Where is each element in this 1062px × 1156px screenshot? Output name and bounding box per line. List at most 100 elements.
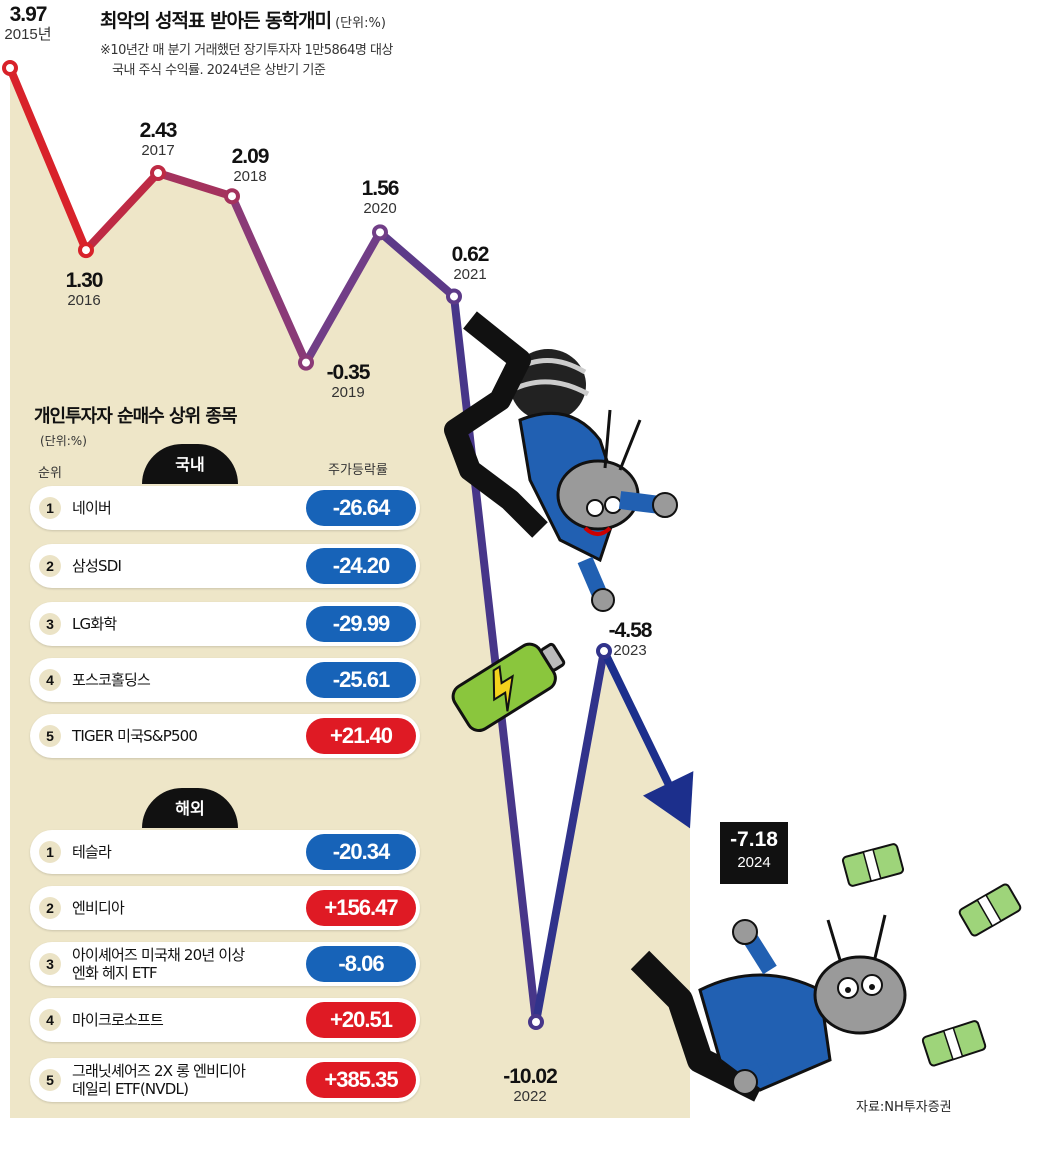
line-segment-2015년-2016 — [6, 64, 90, 255]
value-text: -0.35 — [326, 361, 371, 384]
stock-name-text: 마이크로소프트 — [72, 1011, 164, 1029]
stock-name-text: 아이셰어즈 미국채 20년 이상 엔화 헤지 ETF — [72, 946, 245, 982]
value-text: 1.30 — [65, 269, 104, 292]
value-text: 1.56 — [361, 177, 400, 200]
data-point-2019 — [298, 354, 314, 371]
data-point-2015년 — [2, 60, 18, 76]
value-text: -10.02 — [503, 1065, 558, 1088]
value-label-2017: 2.43 2017 — [113, 120, 203, 160]
chart-note: ※10년간 매 분기 거래했던 장기투자자 1만5864명 대상 국내 주식 수… — [100, 41, 393, 81]
data-point-2017 — [150, 165, 166, 182]
overseas-row-5: 5 그래닛셰어즈 2X 롱 엔비디아 데일리 ETF(NVDL) +385.35 — [30, 1058, 420, 1102]
value-text: 2.09 — [231, 145, 270, 168]
rank-badge: 2 — [39, 897, 61, 919]
stock-name-text: 테슬라 — [72, 843, 112, 861]
value-label-2018: 2.09 2018 — [205, 146, 295, 186]
rank-badge: 2 — [39, 555, 61, 577]
value-label-2019: -0.35 2019 — [303, 362, 393, 402]
rank-badge: 1 — [39, 841, 61, 863]
stock-name: 아이셰어즈 미국채 20년 이상 엔화 헤지 ETF — [72, 942, 332, 986]
chart-note-line-2: 국내 주식 수익률. 2024년은 상반기 기준 — [112, 63, 326, 78]
panel-title: 개인투자자 순매수 상위 종목 — [34, 406, 238, 427]
stock-name: 네이버 — [72, 486, 332, 530]
latest-value-box: -7.18 2024 — [720, 822, 788, 884]
stock-name-text: 삼성SDI — [72, 557, 122, 575]
value-label-2020: 1.56 2020 — [335, 178, 425, 218]
chart-title: 최악의 성적표 받아든 동학개미 — [100, 10, 332, 32]
price-change: -29.99 — [306, 606, 416, 642]
value-label-2022: -10.02 2022 — [485, 1066, 575, 1106]
year-text: 2023 — [613, 642, 647, 659]
value-label-2015년: 3.97 2015년 — [0, 4, 73, 44]
line-segment-2019-2020 — [302, 228, 384, 367]
year-text: 2016 — [67, 292, 101, 309]
source-note: 자료:NH투자증권 — [856, 1100, 952, 1115]
year-text: 2021 — [453, 266, 487, 283]
chart-header: 최악의 성적표 받아든 동학개미 (단위:%) ※10년간 매 분기 거래했던 장… — [100, 6, 393, 81]
line-segment-2023-2024 — [600, 647, 677, 797]
panel-unit: (단위:%) — [40, 434, 87, 448]
price-change: -25.61 — [306, 662, 416, 698]
overseas-row-3: 3 아이셰어즈 미국채 20년 이상 엔화 헤지 ETF -8.06 — [30, 942, 420, 986]
chart-unit: (단위:%) — [335, 16, 386, 31]
stock-name-text: 포스코홀딩스 — [72, 671, 151, 689]
rank-badge: 3 — [39, 613, 61, 635]
data-point-2018 — [224, 188, 240, 205]
chart-note-line-1: ※10년간 매 분기 거래했던 장기투자자 1만5864명 대상 — [100, 43, 393, 58]
price-change: -8.06 — [306, 946, 416, 982]
data-point-2023 — [596, 643, 612, 660]
domestic-row-1: 1 네이버 -26.64 — [30, 486, 420, 530]
line-segment-2018-2019 — [228, 192, 310, 367]
price-change: -20.34 — [306, 834, 416, 870]
rank-badge: 4 — [39, 669, 61, 691]
price-change: -24.20 — [306, 548, 416, 584]
stock-name: 마이크로소프트 — [72, 998, 332, 1042]
battery-illustration — [451, 642, 566, 733]
rank-badge: 4 — [39, 1009, 61, 1031]
stock-name: TIGER 미국S&P500 — [72, 714, 332, 758]
overseas-row-1: 1 테슬라 -20.34 — [30, 830, 420, 874]
year-text: 2022 — [513, 1088, 547, 1105]
value-text: 2.43 — [139, 119, 178, 142]
value-text: -4.58 — [608, 619, 653, 642]
data-point-2021 — [446, 288, 462, 305]
line-segment-2020-2021 — [376, 228, 458, 301]
price-change: +20.51 — [306, 1002, 416, 1038]
overseas-row-2: 2 엔비디아 +156.47 — [30, 886, 420, 930]
year-text: 2019 — [331, 384, 365, 401]
stock-name-text: LG화학 — [72, 615, 117, 633]
stock-name: 그래닛셰어즈 2X 롱 엔비디아 데일리 ETF(NVDL) — [72, 1058, 332, 1102]
latest-year: 2024 — [737, 854, 771, 871]
stock-name-text: 그래닛셰어즈 2X 롱 엔비디아 데일리 ETF(NVDL) — [72, 1062, 246, 1098]
domestic-row-5: 5 TIGER 미국S&P500 +21.40 — [30, 714, 420, 758]
price-change: -26.64 — [306, 490, 416, 526]
money-bundle-1 — [841, 843, 905, 887]
price-change: +156.47 — [306, 890, 416, 926]
stock-name: LG화학 — [72, 602, 332, 646]
data-point-2020 — [372, 224, 388, 241]
year-text: 2015년 — [4, 26, 52, 43]
stock-name-text: 네이버 — [72, 499, 112, 517]
rank-badge: 5 — [39, 725, 61, 747]
price-change: +385.35 — [306, 1062, 416, 1098]
rank-badge: 5 — [39, 1069, 61, 1091]
rank-badge: 3 — [39, 953, 61, 975]
money-bundle-3 — [921, 1020, 987, 1067]
value-text: 3.97 — [9, 3, 48, 26]
value-label-2023: -4.58 2023 — [585, 620, 675, 660]
overseas-row-4: 4 마이크로소프트 +20.51 — [30, 998, 420, 1042]
year-text: 2017 — [141, 142, 175, 159]
stock-name-text: TIGER 미국S&P500 — [72, 727, 198, 745]
stock-name: 삼성SDI — [72, 544, 332, 588]
domestic-tab: 국내 — [142, 444, 238, 484]
line-segment-2016-2017 — [82, 169, 162, 255]
chart-title-line: 최악의 성적표 받아든 동학개미 (단위:%) — [100, 6, 393, 33]
rank-badge: 1 — [39, 497, 61, 519]
data-point-2022 — [528, 1014, 544, 1030]
year-text: 2018 — [233, 168, 267, 185]
line-segment-2017-2018 — [154, 169, 236, 201]
column-header-rank: 순위 — [38, 466, 62, 481]
column-header-change: 주가등락률 — [328, 463, 388, 478]
money-bundle-2 — [958, 883, 1022, 937]
latest-value: -7.18 — [730, 828, 778, 851]
